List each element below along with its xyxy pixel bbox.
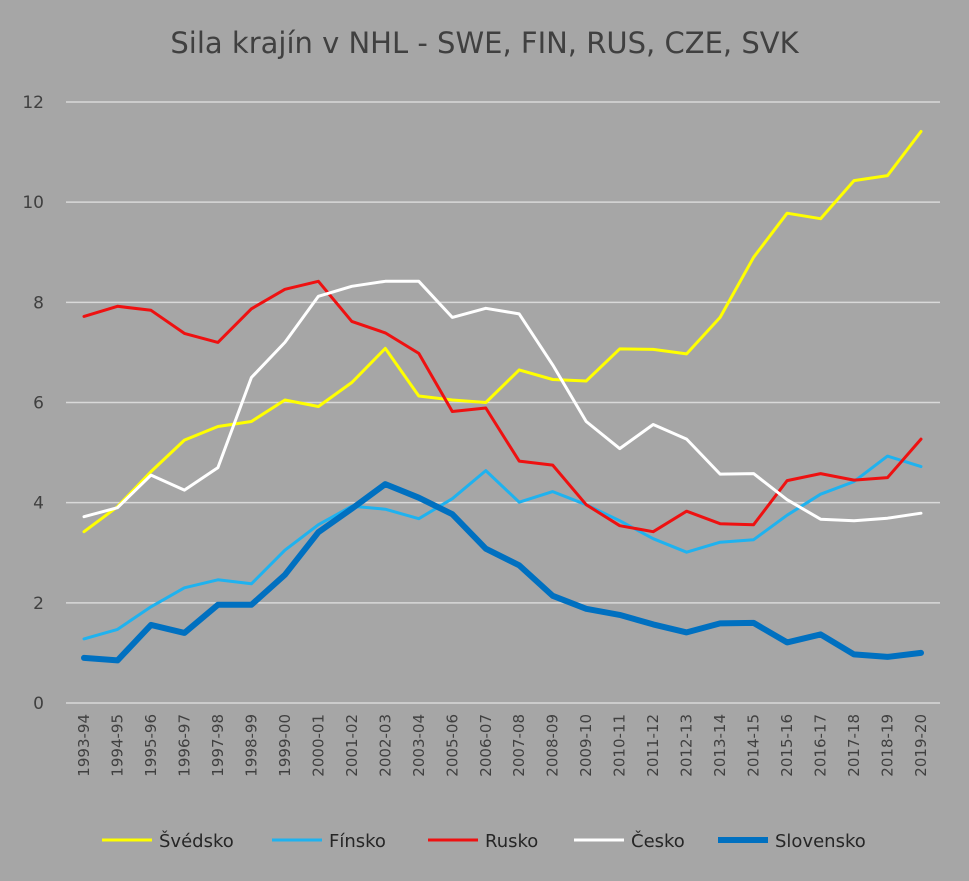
- legend-label: Slovensko: [775, 831, 866, 852]
- x-tick-label: 2009-10: [577, 714, 595, 777]
- x-axis: 1993-94 1994-95 1995-96 1996-97 1997-98 1998-…: [75, 714, 930, 777]
- y-tick-label: 4: [33, 494, 44, 514]
- y-tick-label: 2: [33, 594, 44, 614]
- x-tick-label: 2013-14: [711, 714, 729, 777]
- x-tick-label: 2006-07: [477, 714, 495, 777]
- y-tick-label: 8: [33, 293, 44, 313]
- y-axis: 0 2 4 6 8 10 12: [22, 93, 44, 714]
- x-tick-label: 1999-00: [276, 714, 294, 777]
- series-line: [82, 130, 923, 534]
- y-tick-label: 0: [33, 694, 44, 714]
- x-tick-label: 2018-19: [879, 714, 897, 777]
- y-tick-label: 12: [22, 93, 44, 113]
- legend-label: Fínsko: [329, 831, 386, 852]
- legend-label: Švédsko: [159, 830, 234, 852]
- x-tick-label: 2008-09: [544, 714, 562, 777]
- y-tick-label: 10: [22, 193, 44, 213]
- x-tick-label: 1993-94: [75, 714, 93, 777]
- x-tick-label: 2011-12: [644, 714, 662, 777]
- x-tick-label: 1997-98: [209, 714, 227, 777]
- legend-label: Rusko: [485, 831, 538, 852]
- x-tick-label: 2012-13: [678, 714, 696, 777]
- x-tick-label: 1994-95: [108, 714, 126, 777]
- x-tick-label: 2010-11: [611, 714, 629, 777]
- chart-title: Sila krajín v NHL - SWE, FIN, RUS, CZE, …: [170, 26, 799, 60]
- x-tick-label: 2002-03: [376, 714, 394, 777]
- x-tick-label: 2014-15: [745, 714, 763, 777]
- x-tick-label: 1995-96: [142, 714, 160, 777]
- series-line: [81, 481, 924, 664]
- x-tick-label: 2019-20: [912, 714, 930, 777]
- series-line: [82, 279, 923, 523]
- x-tick-label: 2001-02: [343, 714, 361, 777]
- x-tick-label: 2016-17: [812, 714, 830, 777]
- x-tick-label: 2007-08: [510, 714, 528, 777]
- legend: Švédsko Fínsko Rusko Česko Slovensko: [102, 830, 866, 852]
- y-tick-label: 6: [33, 394, 44, 414]
- gridlines: [66, 101, 940, 704]
- x-tick-label: 2000-01: [309, 714, 327, 777]
- x-tick-label: 2017-18: [845, 714, 863, 777]
- x-tick-label: 2015-16: [778, 714, 796, 777]
- x-tick-label: 1996-97: [175, 714, 193, 777]
- series-lines: [81, 130, 924, 664]
- x-tick-label: 2005-06: [443, 714, 461, 777]
- legend-label: Česko: [631, 830, 685, 852]
- series-line: [82, 454, 923, 641]
- series-line: [82, 279, 923, 534]
- x-tick-label: 1998-99: [242, 714, 260, 777]
- x-tick-label: 2003-04: [410, 714, 428, 777]
